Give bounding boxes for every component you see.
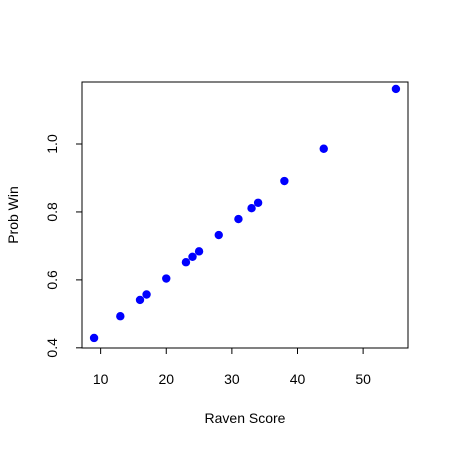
y-axis-label: Prob Win — [5, 186, 21, 244]
plot-box — [81, 81, 409, 349]
y-tick-label: 1.0 — [44, 134, 60, 154]
data-points — [89, 84, 401, 343]
data-point — [391, 84, 401, 94]
data-point — [234, 214, 243, 224]
data-point — [280, 176, 289, 186]
x-tick-label: 10 — [93, 371, 109, 387]
data-point — [116, 312, 125, 321]
data-point — [181, 258, 191, 267]
y-axis: 0.4 0.6 0.8 1.0 — [44, 134, 83, 358]
data-point — [89, 333, 99, 343]
data-point — [135, 295, 145, 305]
x-tick-label: 40 — [290, 371, 306, 387]
x-tick-label: 20 — [158, 371, 174, 387]
x-axis: 10 20 30 40 50 — [93, 347, 371, 387]
y-tick-label: 0.8 — [44, 202, 60, 222]
data-point — [214, 230, 223, 240]
x-axis-label: Raven Score — [205, 410, 286, 426]
y-tick-label: 0.4 — [44, 338, 60, 358]
data-point — [142, 290, 151, 299]
x-tick-label: 30 — [224, 371, 240, 387]
data-point — [247, 204, 256, 213]
data-point — [319, 144, 328, 153]
y-tick-label: 0.6 — [44, 270, 60, 290]
data-point — [194, 247, 204, 256]
x-tick-label: 50 — [355, 371, 371, 387]
data-point — [188, 252, 197, 261]
data-point — [253, 198, 263, 207]
data-point — [162, 274, 171, 283]
